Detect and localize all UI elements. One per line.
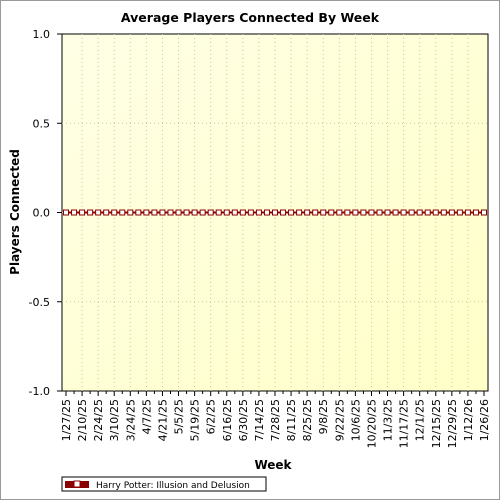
data-point [79, 209, 86, 216]
y-axis-ticks: 1.0 0.5 0.0 -0.5 -1.0 [29, 28, 62, 398]
data-point [151, 209, 158, 216]
y-axis-label: Players Connected [8, 149, 22, 275]
data-point [159, 209, 166, 216]
data-point [119, 209, 126, 216]
x-tick-label: 8/11/25 [285, 399, 298, 441]
data-point [304, 209, 311, 216]
data-point [199, 209, 206, 216]
data-point [312, 209, 319, 216]
legend-label: Harry Potter: Illusion and Delusion [96, 481, 250, 491]
x-tick-label: 11/3/25 [382, 399, 395, 441]
data-point [360, 209, 367, 216]
data-point [263, 209, 270, 216]
data-point [143, 209, 150, 216]
data-point [231, 209, 238, 216]
data-point [191, 209, 198, 216]
data-point [424, 209, 431, 216]
data-point [183, 209, 190, 216]
data-point [63, 209, 69, 216]
x-tick-label: 5/19/25 [189, 399, 202, 441]
data-point [215, 209, 222, 216]
x-tick-label: 1/26/26 [478, 399, 491, 441]
data-point [464, 209, 471, 216]
x-tick-label: 2/10/25 [76, 399, 89, 441]
y-tick-label: 0.0 [33, 207, 51, 220]
data-point [448, 209, 455, 216]
data-point [103, 209, 110, 216]
x-tick-label: 10/6/25 [349, 399, 362, 441]
data-point [95, 209, 102, 216]
data-point [135, 209, 142, 216]
x-tick-label: 4/21/25 [156, 399, 169, 441]
data-point [336, 209, 343, 216]
data-point [416, 209, 423, 216]
x-tick-label: 8/25/25 [301, 399, 314, 441]
data-point [384, 209, 391, 216]
x-tick-label: 6/16/25 [221, 399, 234, 441]
data-point [352, 209, 359, 216]
x-axis-label: Week [254, 458, 292, 472]
data-point [481, 209, 487, 216]
data-point [247, 209, 254, 216]
data-point [392, 209, 399, 216]
y-tick-label: -0.5 [29, 296, 50, 309]
data-point [472, 209, 479, 216]
legend-marker [73, 480, 81, 488]
x-tick-label: 12/15/25 [430, 399, 443, 448]
data-point [71, 209, 78, 216]
x-tick-label: 1/27/25 [60, 399, 73, 441]
x-tick-label: 2/24/25 [92, 399, 105, 441]
x-tick-label: 4/7/25 [140, 399, 153, 434]
data-point [296, 209, 303, 216]
y-tick-label: -1.0 [29, 385, 50, 398]
data-point [408, 209, 415, 216]
data-point [288, 209, 295, 216]
x-axis-ticks: 1/27/25 2/10/25 2/24/25 3/10/25 3/24/25 4/7/2… [60, 391, 491, 448]
x-tick-label: 5/5/25 [173, 399, 186, 434]
data-point [432, 209, 439, 216]
data-point [328, 209, 335, 216]
data-point [87, 209, 94, 216]
x-tick-label: 3/10/25 [108, 399, 121, 441]
x-tick-label: 12/1/25 [414, 399, 427, 441]
data-point [456, 209, 463, 216]
data-point [440, 209, 447, 216]
data-point [223, 209, 230, 216]
data-point [280, 209, 287, 216]
x-tick-label: 3/24/25 [124, 399, 137, 441]
x-tick-label: 10/20/25 [365, 399, 378, 448]
x-tick-label: 9/22/25 [333, 399, 346, 441]
data-point [239, 209, 246, 216]
y-tick-label: 1.0 [33, 28, 51, 41]
data-point [320, 209, 327, 216]
data-point [255, 209, 262, 216]
data-point [175, 209, 182, 216]
data-point [272, 209, 278, 216]
data-point [127, 209, 134, 216]
chart-title: Average Players Connected By Week [121, 10, 380, 25]
data-point [400, 209, 407, 216]
x-tick-label: 12/29/25 [446, 399, 459, 448]
data-point [111, 209, 118, 216]
x-tick-label: 6/30/25 [237, 399, 250, 441]
x-tick-label: 9/8/25 [317, 399, 330, 434]
x-tick-label: 7/28/25 [269, 399, 282, 441]
legend-box [61, 476, 267, 492]
data-point [368, 209, 375, 216]
data-point [167, 209, 174, 216]
x-tick-label: 7/14/25 [253, 399, 266, 441]
legend: Harry Potter: Illusion and Delusion [61, 476, 267, 492]
data-point [207, 209, 214, 216]
data-point [344, 209, 351, 216]
series-layer [63, 209, 487, 216]
x-tick-label: 11/17/25 [398, 399, 411, 448]
x-tick-label: 6/2/25 [205, 399, 218, 434]
y-tick-label: 0.5 [33, 117, 51, 130]
x-tick-label: 1/12/26 [462, 399, 475, 441]
data-point [376, 209, 383, 216]
